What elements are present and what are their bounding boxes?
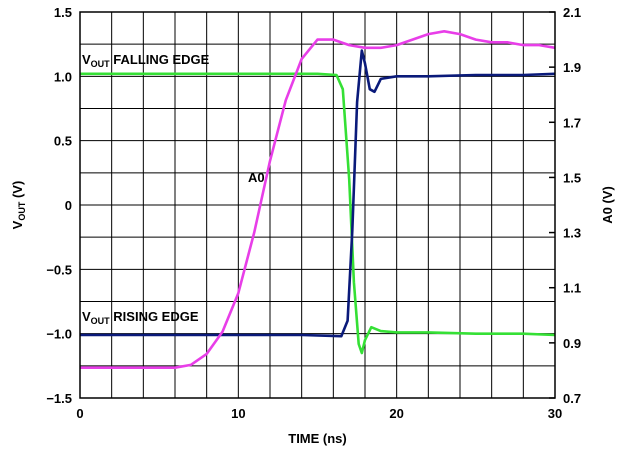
y-right-tick-label: 1.5 <box>563 170 581 185</box>
tick-layer: 0 10 20 30 1.5 1.0 0.5 0 −0.5 −1.0 −1.5 2.1 1.9 1.7 1.… <box>46 5 581 421</box>
annotation-rising-tail: RISING EDGE <box>110 309 199 324</box>
y-left-tick-label: −1.5 <box>46 391 72 406</box>
y-left-tick-label: −0.5 <box>46 262 72 277</box>
x-tick-label: 0 <box>76 406 83 421</box>
annotation-rising-main: V <box>82 309 91 324</box>
y-right-tick-label: 1.7 <box>563 115 581 130</box>
y-axis-right-title: A0 (V) <box>600 186 615 224</box>
x-tick-label: 10 <box>231 406 245 421</box>
series-line-0 <box>80 72 556 355</box>
y-left-title-main: V <box>10 220 25 229</box>
y-left-title-sub: OUT <box>17 201 27 221</box>
y-left-title-tail: (V) <box>10 181 25 202</box>
y-right-tick-label: 0.7 <box>563 391 581 406</box>
y-right-tick-label: 1.9 <box>563 60 581 75</box>
y-right-tick-label: 1.3 <box>563 226 581 241</box>
annotation-a0: A0 <box>248 170 265 185</box>
series-line-1 <box>80 49 556 338</box>
series-layer <box>80 29 556 370</box>
annotation-falling-tail: FALLING EDGE <box>110 52 210 67</box>
y-left-tick-label: 1.0 <box>54 69 72 84</box>
x-tick-label: 30 <box>548 406 562 421</box>
y-axis-left-title: VOUT (V) <box>10 181 27 230</box>
grid-lines <box>80 12 555 398</box>
y-left-tick-label: 0.5 <box>54 134 72 149</box>
plot-frame <box>79 11 556 399</box>
y-right-tick-label: 0.9 <box>563 336 581 351</box>
y-left-tick-label: −1.0 <box>46 327 72 342</box>
annotation-rising-sub: OUT <box>91 316 111 326</box>
series-line-2 <box>80 29 556 370</box>
y-right-tick-label: 2.1 <box>563 5 581 20</box>
y-left-tick-label: 0 <box>65 198 72 213</box>
annotation-falling-main: V <box>82 52 91 67</box>
y-right-tick-label: 1.1 <box>563 281 581 296</box>
x-axis-title: TIME (ns) <box>288 431 347 446</box>
annotation-rising-edge: VOUT RISING EDGE <box>82 309 199 326</box>
annotation-falling-sub: OUT <box>91 59 111 69</box>
x-tick-label: 20 <box>389 406 403 421</box>
y-left-tick-label: 1.5 <box>54 5 72 20</box>
annotation-falling-edge: VOUT FALLING EDGE <box>82 52 210 69</box>
